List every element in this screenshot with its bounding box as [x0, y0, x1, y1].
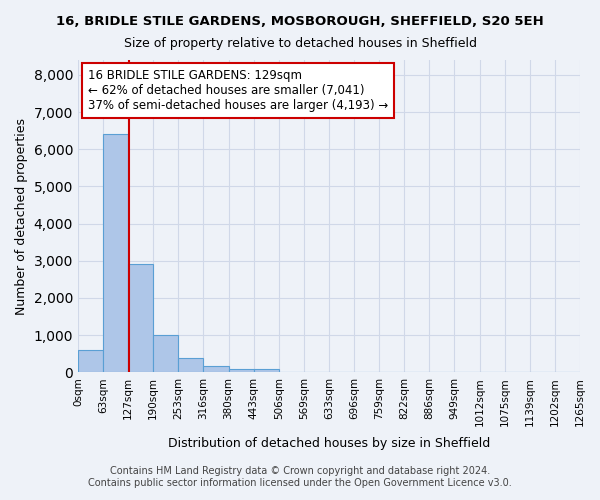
Text: Size of property relative to detached houses in Sheffield: Size of property relative to detached ho…	[124, 38, 476, 51]
X-axis label: Distribution of detached houses by size in Sheffield: Distribution of detached houses by size …	[168, 437, 490, 450]
Bar	[153, 335, 178, 372]
Bar	[178, 358, 203, 372]
Bar	[229, 368, 254, 372]
Bar	[78, 350, 103, 372]
Bar	[254, 370, 279, 372]
Text: 16 BRIDLE STILE GARDENS: 129sqm
← 62% of detached houses are smaller (7,041)
37%: 16 BRIDLE STILE GARDENS: 129sqm ← 62% of…	[88, 70, 388, 112]
Bar	[203, 366, 229, 372]
Bar	[103, 134, 128, 372]
Text: Contains HM Land Registry data © Crown copyright and database right 2024.
Contai: Contains HM Land Registry data © Crown c…	[88, 466, 512, 487]
Bar	[128, 264, 153, 372]
Y-axis label: Number of detached properties: Number of detached properties	[15, 118, 28, 314]
Text: 16, BRIDLE STILE GARDENS, MOSBOROUGH, SHEFFIELD, S20 5EH: 16, BRIDLE STILE GARDENS, MOSBOROUGH, SH…	[56, 15, 544, 28]
